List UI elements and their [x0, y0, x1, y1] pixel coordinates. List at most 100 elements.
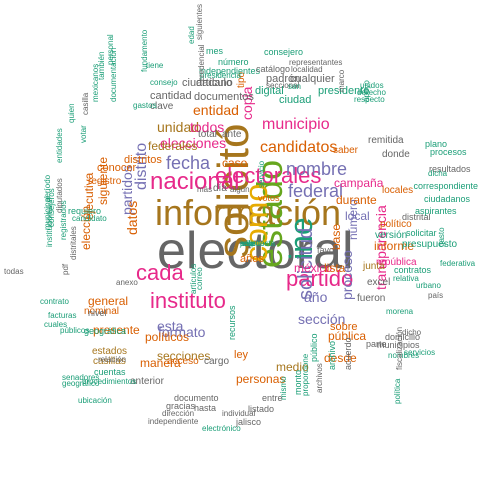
word-145: candidato	[72, 214, 107, 223]
word-105: municipios	[377, 340, 420, 350]
word-66: casillas	[93, 356, 126, 367]
word-96: solicitar	[406, 228, 437, 238]
word-171: independientes	[199, 66, 261, 76]
word-31: federales	[148, 139, 198, 153]
word-65: estados	[92, 346, 128, 357]
word-59: años	[240, 253, 264, 265]
word-172: catálogo	[256, 64, 291, 74]
word-138: contrato	[40, 297, 69, 306]
word-162: consejo	[150, 78, 178, 87]
word-178: marco	[337, 69, 346, 92]
word-64: nominal	[84, 306, 120, 317]
word-137: facturas	[48, 311, 77, 320]
word-93: fueron	[357, 293, 386, 304]
word-147: votar	[79, 125, 88, 143]
word-148: casilla	[81, 92, 90, 115]
word-173: presidencia	[200, 71, 241, 80]
word-1: información	[155, 192, 342, 233]
word-183: contratos	[394, 265, 432, 275]
word-20: entidad	[193, 102, 239, 118]
word-62: acceso	[167, 356, 199, 367]
word-134: senadores	[62, 373, 100, 382]
word-103: dicha	[428, 169, 448, 178]
word-184: relativa	[393, 274, 419, 283]
word-32: datos	[124, 200, 140, 235]
word-46: durante	[336, 193, 377, 207]
word-48: conocer	[97, 162, 137, 174]
word-120: entre	[262, 393, 283, 403]
word-156: entidades	[55, 128, 64, 163]
word-157: quien	[67, 103, 76, 123]
word-115: archivos	[315, 363, 324, 393]
word-22: todos	[190, 119, 225, 135]
word-180: derecho	[357, 88, 386, 97]
word-47: registro	[88, 176, 122, 187]
word-161: gastos	[133, 101, 157, 110]
word-39: personas	[236, 372, 286, 386]
word-35: local	[345, 209, 370, 223]
word-38: medio	[276, 360, 309, 374]
word-189: política	[393, 378, 402, 404]
word-130: procedimientos	[82, 377, 137, 386]
word-164: tiene	[146, 61, 164, 70]
word-21: unidad	[157, 119, 200, 135]
word-121: documento	[174, 393, 219, 403]
word-132: relación	[98, 355, 127, 364]
word-88: servicio	[257, 160, 266, 188]
word-25: esta	[157, 318, 184, 334]
word-119: listado	[248, 404, 275, 414]
word-155: registrados	[59, 200, 68, 240]
word-37: secciones	[157, 349, 211, 363]
word-44: caso	[222, 156, 248, 170]
word-8: instituto	[150, 288, 226, 313]
word-168: consejero	[264, 47, 304, 57]
word-76: presidente	[318, 85, 370, 97]
word-129: ubicación	[78, 396, 112, 405]
word-36: políticos	[145, 330, 190, 344]
word-6: nacional	[150, 168, 240, 195]
word-102: procesos	[430, 147, 467, 157]
word-118: monto	[293, 369, 303, 395]
word-77: documentos	[194, 91, 254, 103]
word-80: artículo	[196, 77, 233, 89]
word-116: proporcione	[301, 353, 310, 396]
word-122: gracias	[166, 401, 196, 411]
word-104: plano	[425, 139, 448, 149]
word-139: geográfica	[84, 326, 127, 336]
word-101: resultados	[429, 164, 471, 174]
word-53: informe	[374, 239, 415, 253]
word-85: día	[213, 183, 227, 194]
word-89: votos	[258, 193, 280, 203]
word-26: sección	[298, 311, 346, 327]
word-126: independiente	[148, 417, 199, 426]
word-136: públicos	[60, 326, 90, 335]
word-15: proceso	[339, 250, 355, 300]
word-0: electoral	[157, 222, 354, 280]
word-49: siguiente	[96, 156, 110, 205]
word-100: correspondiente	[413, 181, 478, 191]
word-33: méxico	[294, 261, 333, 275]
word-86: más	[197, 185, 213, 194]
word-131: cuentas	[94, 367, 126, 377]
word-169: número	[218, 57, 249, 67]
word-107: domicilio	[385, 332, 421, 342]
word-9: cada	[136, 260, 184, 285]
word-190: recursos	[227, 305, 237, 340]
word-98: aspirantes	[415, 206, 457, 216]
word-70: remitida	[368, 135, 404, 146]
word-67: anterior	[130, 376, 164, 387]
word-14: fecha	[166, 153, 211, 173]
word-68: donde	[382, 149, 410, 160]
word-125: individual	[222, 409, 256, 418]
word-193: respuesta	[240, 239, 276, 248]
word-109: servicios	[404, 348, 436, 357]
word-181: respecto	[354, 95, 385, 104]
word-188: morena	[386, 307, 414, 316]
word-128: electrónico	[202, 424, 241, 433]
word-17: candidatos	[260, 139, 338, 156]
word-166: siguientes	[195, 3, 204, 40]
word-114: público	[309, 333, 319, 362]
word-91: versión	[375, 230, 408, 241]
word-94: presupuesto	[402, 239, 458, 250]
